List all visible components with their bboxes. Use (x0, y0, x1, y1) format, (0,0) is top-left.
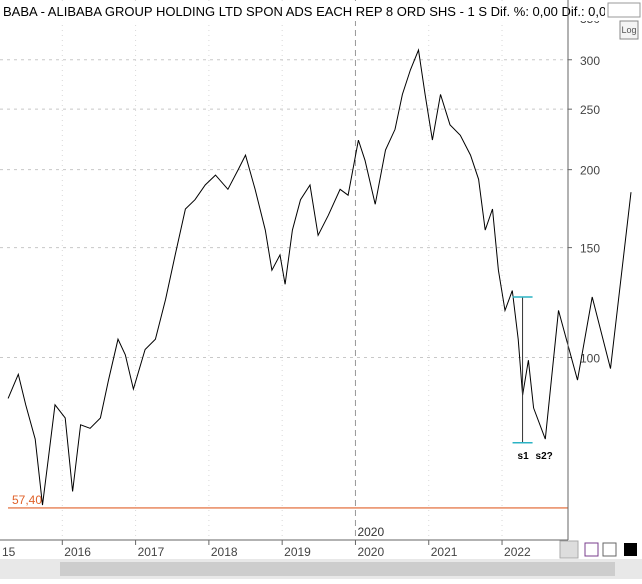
x-tick-label: 2018 (211, 545, 238, 559)
save-button[interactable] (584, 542, 599, 557)
title-bg (0, 1, 605, 21)
y-tick-label: 200 (580, 164, 600, 178)
log-button-label[interactable]: Log (621, 25, 636, 35)
support-label: 57,40 (12, 493, 42, 507)
x-tick-label: 2017 (138, 545, 165, 559)
pin-button[interactable] (602, 542, 617, 557)
x-tick-label: 15 (2, 545, 16, 559)
swing-label: s1 (518, 451, 530, 462)
color-button[interactable] (624, 543, 637, 556)
price-line (7, 48, 535, 506)
log-button[interactable] (619, 20, 639, 40)
scroll-thumb[interactable] (60, 562, 615, 576)
chart-title: BABA - ALIBABA GROUP HOLDING LTD SPON AD… (3, 4, 642, 19)
toolbar-button[interactable] (559, 540, 579, 559)
marks: 57,40 s1 s2? (7, 48, 632, 509)
divider-label: 2020 (357, 525, 384, 539)
x-tick-label: 2022 (504, 545, 531, 559)
x-tick-label: 2016 (64, 545, 91, 559)
y-tick-label: 300 (580, 54, 600, 68)
y-tick-label: 100 (580, 352, 600, 366)
title-overflow (607, 2, 641, 18)
x-tick-label: 2019 (284, 545, 311, 559)
grid: 3503002502001501001520162017201820192020… (0, 0, 600, 559)
x-tick-label: 2021 (431, 545, 458, 559)
x-tick-label: 2020 (357, 545, 384, 559)
projection-line (533, 192, 632, 440)
y-tick-label: 250 (580, 103, 600, 117)
y-tick-label: 150 (580, 242, 600, 256)
swing-label: s2? (536, 451, 553, 462)
